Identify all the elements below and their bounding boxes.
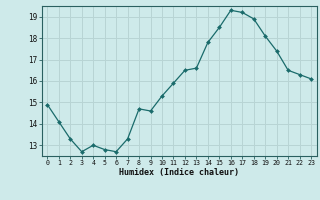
X-axis label: Humidex (Indice chaleur): Humidex (Indice chaleur) bbox=[119, 168, 239, 177]
